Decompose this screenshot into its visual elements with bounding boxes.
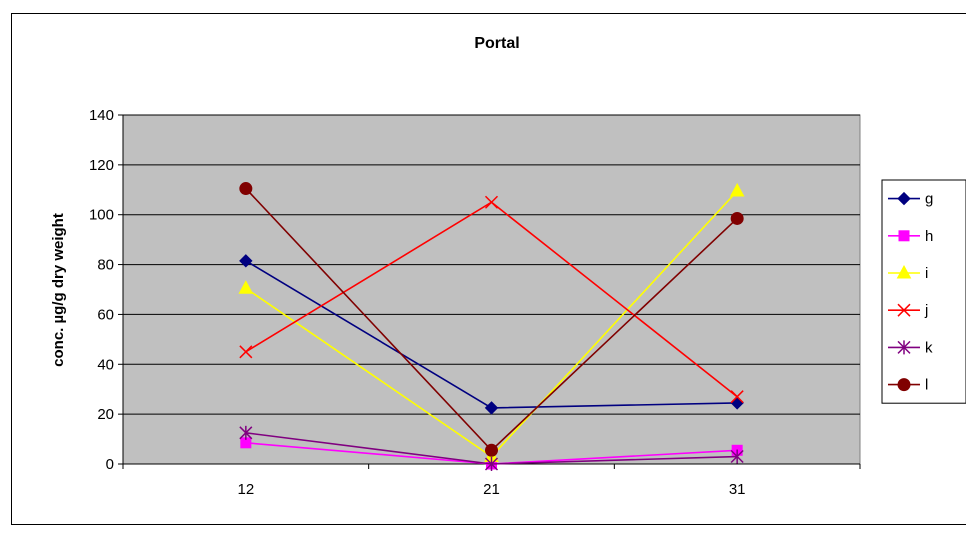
legend-label: l xyxy=(925,377,928,394)
legend-marker xyxy=(899,231,909,241)
y-tick-label: 140 xyxy=(89,107,114,124)
y-tick-label: 20 xyxy=(97,406,114,423)
legend-label: h xyxy=(925,228,933,245)
data-point-l xyxy=(731,212,743,224)
chart-title: Portal xyxy=(474,35,519,52)
data-point-l xyxy=(240,183,252,195)
legend: g h i j k l xyxy=(882,180,966,403)
y-tick-label: 100 xyxy=(89,207,114,224)
y-axis-label: conc. µg/g dry weight xyxy=(50,213,67,367)
y-tick-label: 40 xyxy=(97,356,114,373)
data-point-l xyxy=(486,444,498,456)
legend-box xyxy=(882,180,966,403)
x-tick-label: 31 xyxy=(729,481,746,498)
legend-label: j xyxy=(924,302,928,319)
y-tick-label: 60 xyxy=(97,306,114,323)
y-tick-label: 0 xyxy=(106,456,114,473)
x-tick-label: 21 xyxy=(483,481,500,498)
legend-label: k xyxy=(925,339,933,356)
y-tick-label: 80 xyxy=(97,257,114,274)
legend-label: g xyxy=(925,191,933,208)
x-tick-label: 12 xyxy=(237,481,254,498)
legend-label: i xyxy=(925,265,928,282)
y-tick-label: 120 xyxy=(89,157,114,174)
legend-marker xyxy=(898,379,910,391)
